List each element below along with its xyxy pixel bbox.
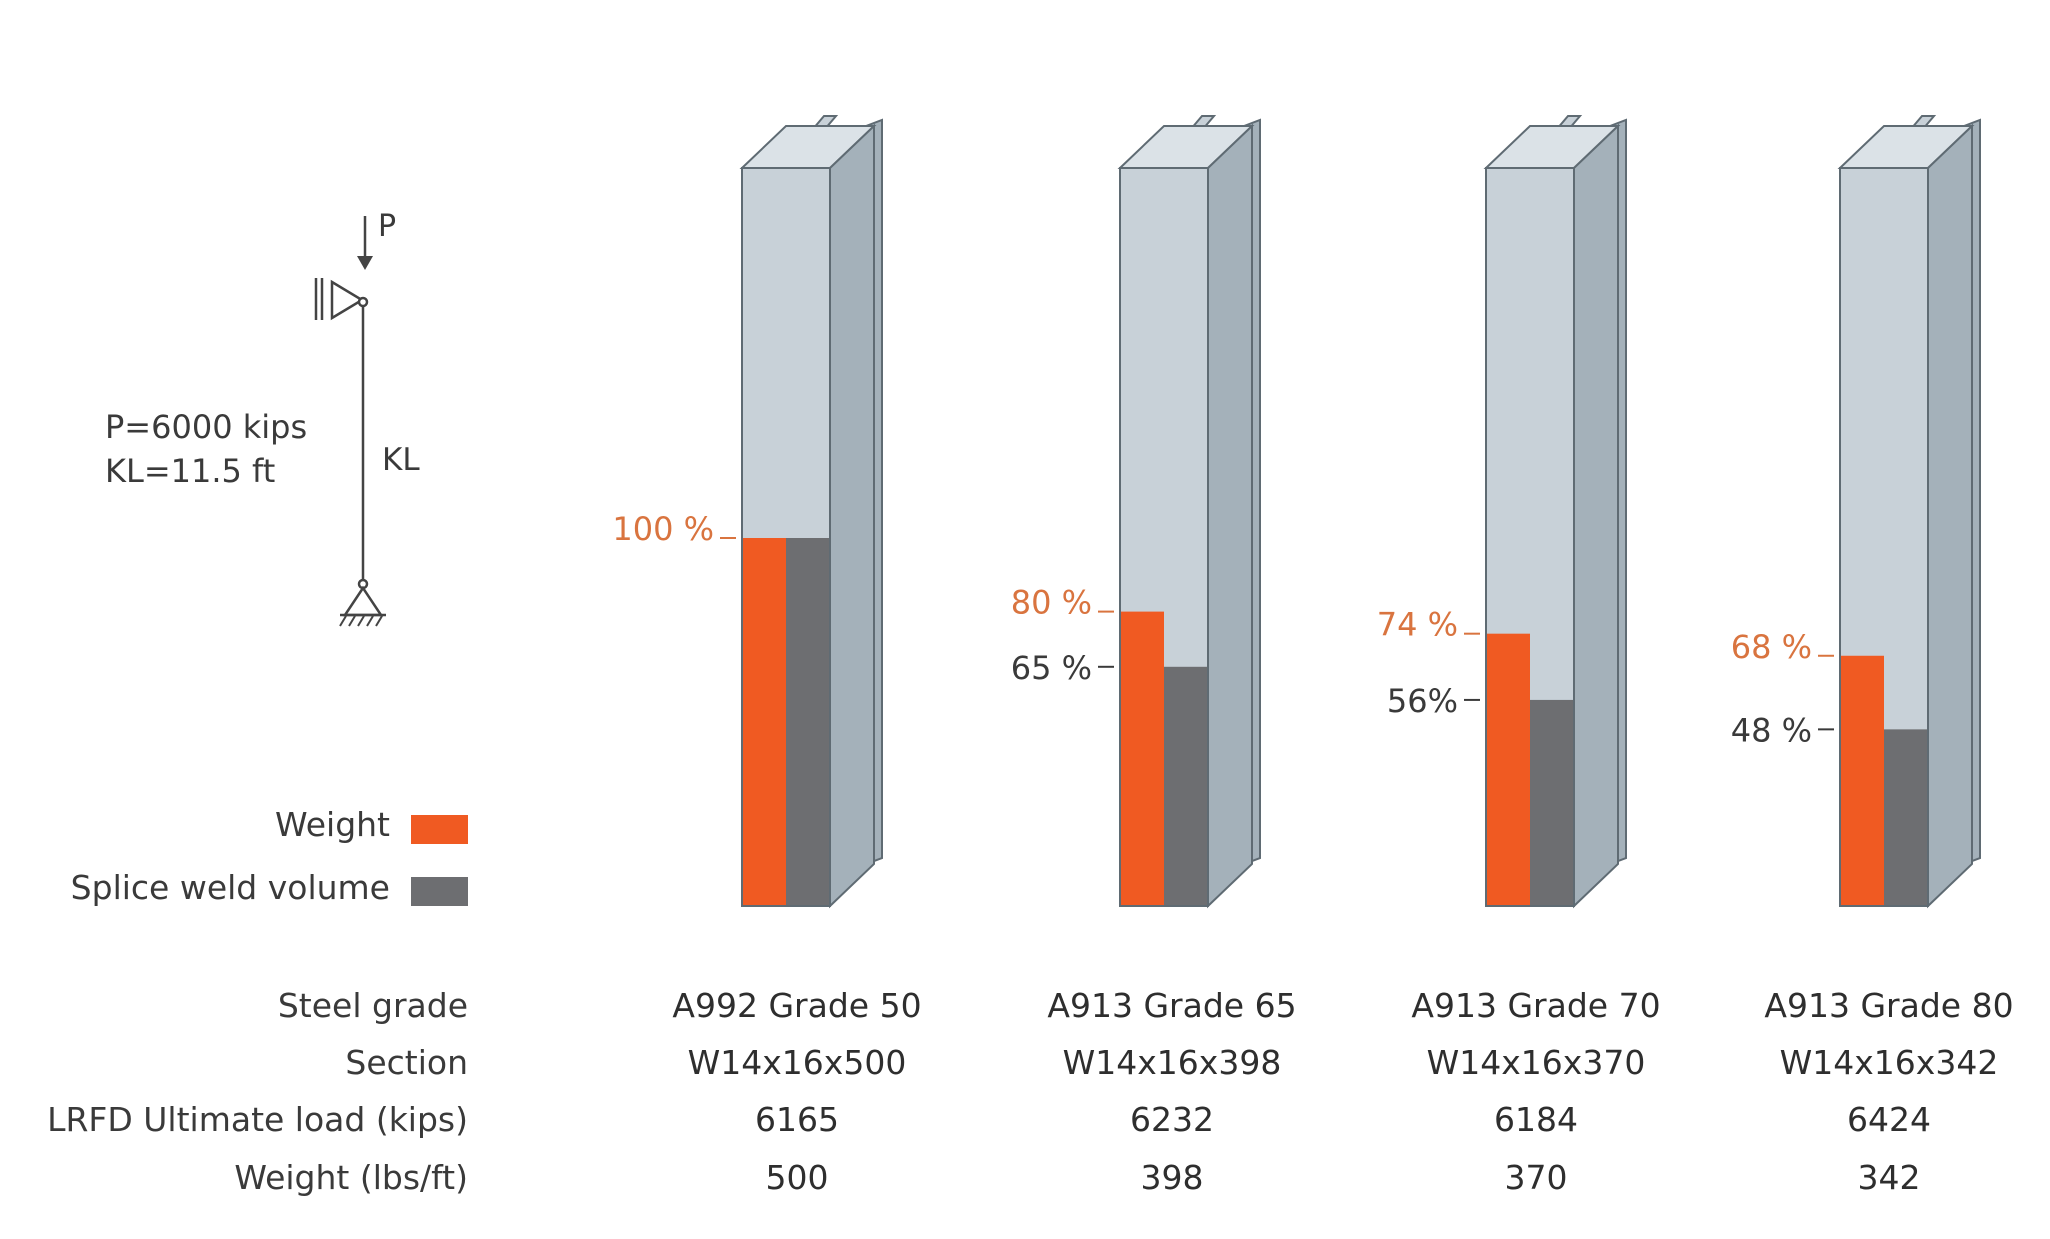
- table-cell: 6184: [1494, 1100, 1578, 1139]
- column-side-face: [829, 123, 875, 909]
- weight-bar: [742, 538, 786, 906]
- steel-column: 68 % 48 %: [1731, 115, 1981, 909]
- weight-bar: [1840, 655, 1884, 906]
- column-outline: [741, 167, 831, 907]
- table-cell: 370: [1505, 1158, 1568, 1197]
- weld-data-label: 48 %: [1731, 711, 1812, 749]
- length-label: KL: [382, 442, 420, 478]
- weight-data-label: 100 %: [612, 510, 714, 548]
- ground-hatch: [339, 615, 383, 627]
- column-outline: [1485, 167, 1575, 907]
- column-side-face: [1573, 123, 1619, 909]
- legend: Weight Splice weld volume: [71, 805, 468, 907]
- table-cell: A913 Grade 65: [1047, 986, 1296, 1025]
- table-cell: W14x16x398: [1063, 1043, 1282, 1082]
- table-cell: W14x16x342: [1780, 1043, 1999, 1082]
- bars-layer: 100 % 80 % 65 % 74 % 56% 68 % 48 %: [612, 115, 1981, 909]
- weld-volume-bar: [1530, 699, 1574, 906]
- table-cell: A992 Grade 50: [672, 986, 921, 1025]
- table-row-label: Steel grade: [278, 986, 468, 1025]
- table-row-label: Section: [345, 1043, 468, 1082]
- length-value-text: KL=11.5 ft: [105, 452, 275, 490]
- weight-bar: [1486, 633, 1530, 906]
- load-arrow-head: [357, 256, 373, 270]
- table-cell: 6232: [1130, 1100, 1214, 1139]
- table-cell: A913 Grade 70: [1411, 986, 1660, 1025]
- table-cell: 500: [766, 1158, 829, 1197]
- comparison-table: Steel grade Section LRFD Ultimate load (ki…: [47, 986, 2014, 1197]
- table-cell: 342: [1858, 1158, 1921, 1197]
- weight-data-label: 74 %: [1377, 606, 1458, 644]
- weld-volume-bar: [1164, 666, 1208, 906]
- column-outline: [1119, 167, 1209, 907]
- weight-data-label: 80 %: [1011, 584, 1092, 622]
- weld-data-label: 65 %: [1011, 649, 1092, 687]
- column-diagram: [314, 216, 386, 627]
- table-row-label: LRFD Ultimate load (kips): [47, 1100, 468, 1139]
- weight-data-label: 68 %: [1731, 628, 1812, 666]
- legend-label-weight: Weight: [275, 805, 390, 844]
- pin-support-icon: [342, 585, 384, 617]
- load-value-text: P=6000 kips: [105, 408, 307, 446]
- table-cell: 398: [1141, 1158, 1204, 1197]
- table-cell: W14x16x370: [1427, 1043, 1646, 1082]
- table-row-label: Weight (lbs/ft): [234, 1158, 468, 1197]
- steel-column: 80 % 65 %: [1011, 115, 1261, 909]
- steel-column: 74 % 56%: [1377, 115, 1627, 909]
- legend-swatch-weld: [411, 877, 468, 906]
- column-side-face: [1207, 123, 1253, 909]
- roller-support-icon: [330, 279, 365, 321]
- column-side-face: [1927, 123, 1973, 909]
- weight-bar: [1120, 611, 1164, 906]
- load-label: P: [378, 209, 396, 244]
- legend-swatch-weight: [411, 815, 468, 844]
- weld-volume-bar: [786, 538, 830, 906]
- column-outline: [1839, 167, 1929, 907]
- top-pin: [357, 296, 369, 308]
- table-cell: W14x16x500: [688, 1043, 907, 1082]
- steel-column: 100 %: [612, 115, 883, 909]
- table-cell: 6424: [1847, 1100, 1931, 1139]
- weld-data-label: 56%: [1387, 682, 1458, 720]
- table-cell: A913 Grade 80: [1764, 986, 2013, 1025]
- weld-volume-bar: [1884, 729, 1928, 906]
- legend-label-weld: Splice weld volume: [71, 868, 390, 907]
- table-cell: 6165: [755, 1100, 839, 1139]
